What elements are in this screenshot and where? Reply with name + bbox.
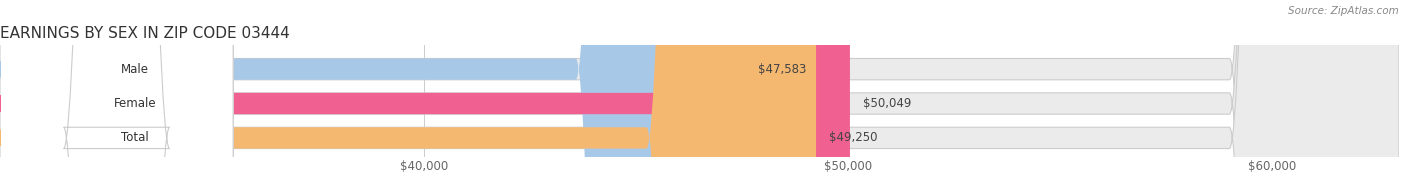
Text: Source: ZipAtlas.com: Source: ZipAtlas.com bbox=[1288, 6, 1399, 16]
Text: EARNINGS BY SEX IN ZIP CODE 03444: EARNINGS BY SEX IN ZIP CODE 03444 bbox=[0, 26, 290, 41]
FancyBboxPatch shape bbox=[0, 0, 815, 196]
Text: $50,049: $50,049 bbox=[863, 97, 911, 110]
Text: Total: Total bbox=[121, 131, 149, 144]
Text: $47,583: $47,583 bbox=[758, 63, 807, 76]
FancyBboxPatch shape bbox=[0, 0, 233, 196]
Text: Male: Male bbox=[121, 63, 149, 76]
FancyBboxPatch shape bbox=[0, 0, 233, 196]
Text: $49,250: $49,250 bbox=[828, 131, 877, 144]
FancyBboxPatch shape bbox=[0, 0, 851, 196]
FancyBboxPatch shape bbox=[0, 0, 745, 196]
FancyBboxPatch shape bbox=[0, 0, 233, 196]
Text: Female: Female bbox=[114, 97, 156, 110]
